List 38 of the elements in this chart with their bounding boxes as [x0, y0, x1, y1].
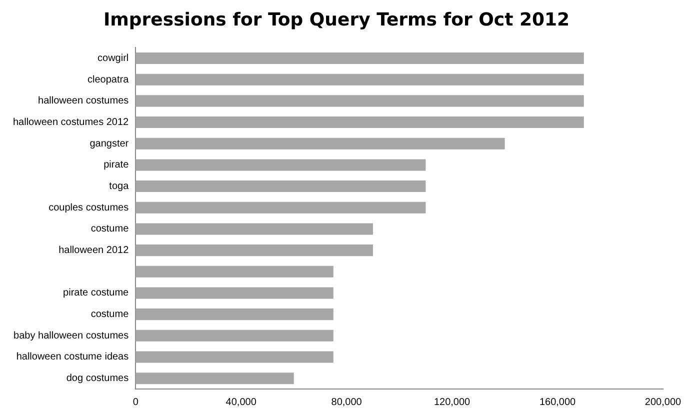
y-tick-label: toga — [109, 181, 130, 192]
y-tick-label: halloween costumes 2012 — [12, 117, 130, 128]
y-tick-label: cowgirl — [98, 53, 129, 64]
y-tick-label: baby halloween costumes — [14, 330, 129, 342]
bar — [136, 138, 505, 150]
y-tick-label: costume — [90, 309, 130, 320]
bar — [136, 330, 334, 342]
bar — [136, 351, 334, 363]
bar — [136, 159, 426, 171]
y-tick-label: pirate — [104, 160, 130, 171]
bar — [136, 52, 584, 64]
bar — [136, 95, 584, 107]
x-tick-label: 200,000 — [644, 396, 682, 408]
y-tick-label: costume — [90, 224, 130, 235]
y-tick-label: cleopatra — [87, 74, 130, 86]
bar — [136, 202, 426, 214]
y-tick-label: gangster — [90, 138, 130, 150]
chart-title: Impressions for Top Query Terms for Oct 2012 — [103, 9, 570, 30]
y-tick-label: halloween 2012 — [58, 245, 130, 256]
bar — [136, 223, 373, 235]
bar — [136, 287, 334, 299]
y-tick-label: couples costumes — [48, 202, 129, 214]
x-tick-label: 0 — [132, 396, 139, 408]
y-tick-label: dog costumes — [66, 373, 129, 384]
y-tick-label: pirate costume — [63, 288, 130, 299]
bar — [136, 116, 584, 128]
bar — [136, 180, 426, 192]
x-tick-label: 160,000 — [539, 396, 576, 408]
bar — [136, 266, 334, 278]
bar — [136, 244, 373, 256]
x-tick-label: 80,000 — [331, 396, 362, 408]
x-tick-label: 40,000 — [226, 396, 257, 408]
x-tick-label: 120,000 — [434, 396, 471, 408]
y-tick-label: halloween costumes — [38, 96, 129, 107]
bar — [136, 372, 294, 384]
y-tick-label: halloween costume ideas — [16, 352, 129, 363]
bar — [136, 308, 334, 320]
bar — [136, 74, 584, 86]
